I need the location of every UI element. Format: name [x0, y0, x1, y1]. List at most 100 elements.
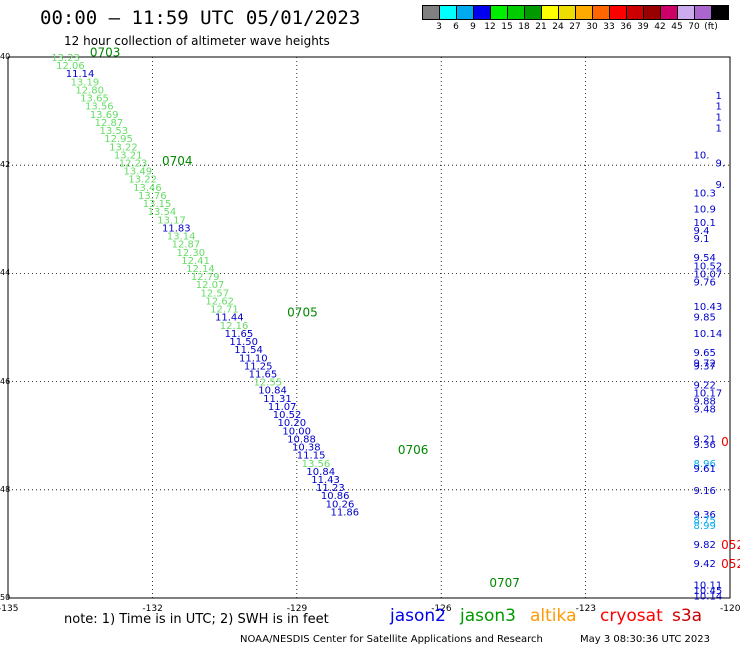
wave-height-value: 12.16	[220, 321, 249, 332]
wave-height-value: 13.23	[51, 53, 80, 64]
color-scale-label: 33	[603, 22, 615, 32]
wave-height-value: 9.21	[694, 434, 716, 445]
wave-height-value: 9.54	[694, 253, 716, 264]
wave-height-value: 9.65	[694, 348, 716, 359]
wave-height-value: 12.41	[181, 256, 210, 267]
legend-s3a: s3a	[672, 606, 703, 626]
wave-height-value: 9.16	[694, 486, 716, 497]
longitude-label: -123	[575, 604, 597, 614]
wave-height-value: 12.95	[104, 134, 133, 145]
color-scale-label: 15	[501, 22, 513, 32]
pass-time-label: 0705	[287, 305, 318, 319]
latitude-label: 50	[0, 593, 11, 602]
wave-height-value: 1	[716, 123, 722, 134]
wave-height-value: 11.23	[316, 483, 345, 494]
wave-height-value: 11.43	[311, 475, 340, 486]
color-scale-label: 12	[484, 22, 496, 32]
wave-height-value: 9.22	[694, 380, 716, 391]
wave-height-value: 9.61	[694, 464, 716, 475]
footer-credit: NOAA/NESDIS Center for Satellite Applica…	[240, 634, 543, 645]
pass-time-label: 052	[721, 557, 740, 571]
wave-height-value: 11.44	[215, 313, 244, 324]
color-scale-label: 30	[586, 22, 598, 32]
wave-height-value: 10.52	[273, 410, 302, 421]
wave-height-value: 9.76	[694, 278, 716, 289]
longitude-label: -120	[720, 604, 740, 614]
wave-height-value: 10.84	[306, 467, 335, 478]
wave-height-value: 12.79	[191, 272, 220, 283]
wave-height-value: 12.30	[176, 248, 205, 259]
color-scale-label: 6	[453, 22, 459, 32]
color-scale-label: 9	[470, 22, 476, 32]
color-scale-label: 42	[654, 22, 666, 32]
latitude-label: 40	[0, 52, 11, 61]
wave-height-value: 11.15	[297, 451, 326, 462]
wave-height-value: 12.57	[201, 288, 230, 299]
legend-jason3: jason3	[460, 606, 516, 626]
wave-height-value: 10.26	[326, 499, 355, 510]
wave-height-value: 11.86	[330, 507, 359, 518]
legend-cryosat: cryosat	[600, 606, 663, 626]
wave-height-value: 12.71	[210, 305, 239, 316]
longitude-label: -126	[431, 604, 452, 614]
wave-height-value: 11.65	[249, 369, 278, 380]
wave-height-value: 1	[716, 91, 722, 102]
page-subtitle: 12 hour collection of altimeter wave hei…	[64, 34, 330, 48]
wave-height-value: 13.69	[90, 110, 119, 121]
wave-height-value: 13.53	[99, 126, 128, 137]
legend-altika: altika	[530, 606, 577, 626]
wave-height-value: 9.4	[694, 226, 710, 237]
pass-time-label: 0	[721, 435, 729, 449]
units-note: note: 1) Time is in UTC; 2) SWH is in fe…	[64, 612, 329, 627]
wave-height-value: 13.76	[138, 191, 167, 202]
wave-height-value: 13.19	[71, 77, 100, 88]
wave-height-value: 10.3	[694, 188, 716, 199]
wave-height-value: 12.55	[253, 378, 282, 389]
wave-height-value: 13.22	[128, 175, 157, 186]
wave-height-value: 11.07	[268, 402, 297, 413]
wave-height-value: 8.96	[694, 459, 716, 470]
pass-time-label: 052	[721, 538, 740, 552]
longitude-label: -135	[0, 604, 19, 614]
wave-height-value: 13.46	[133, 183, 162, 194]
longitude-label: -129	[286, 604, 308, 614]
wave-height-value: 12.80	[75, 85, 104, 96]
wave-height-value: 10.1	[694, 218, 716, 229]
map-frame	[7, 56, 731, 599]
wave-height-value: 10.17	[694, 388, 723, 399]
wave-height-value: 9.88	[694, 397, 716, 408]
wave-height-value: 13.56	[302, 459, 331, 470]
color-scale-label: 21	[535, 22, 547, 32]
color-scale-label: 24	[552, 22, 564, 32]
wave-height-value: 9.	[716, 180, 726, 191]
wave-height-value: 9.1	[694, 234, 710, 245]
wave-height-value: 10.	[694, 150, 710, 161]
wave-height-value: 11.54	[234, 345, 263, 356]
wave-height-value: 11.10	[239, 353, 268, 364]
color-scale-label: 45	[671, 22, 683, 32]
latitude-label: 48	[0, 484, 11, 494]
pass-time-label: 0703	[90, 46, 121, 60]
wave-height-value: 1	[716, 102, 722, 113]
wave-height-value: 13.22	[109, 142, 138, 153]
wave-height-value: 9.42	[694, 559, 716, 570]
wave-height-value: 10.20	[278, 418, 307, 429]
wave-height-value: 13.15	[143, 199, 172, 210]
color-scale-label: 39	[637, 22, 649, 32]
wave-height-value: 9.82	[694, 540, 716, 551]
latitude-label: 46	[0, 376, 11, 386]
wave-height-value: 10.43	[694, 302, 723, 313]
wave-height-value: 9.48	[694, 405, 716, 416]
wave-height-value: 10.14	[694, 329, 723, 340]
wave-height-value: 13.54	[148, 207, 177, 218]
color-scale-label: 36	[620, 22, 632, 32]
wave-height-value: 12.87	[95, 118, 124, 129]
wave-height-value: 9.85	[694, 313, 716, 324]
wave-height-value: 10.86	[321, 491, 350, 502]
wave-height-value: 10.52	[694, 261, 723, 272]
color-scale-label: 27	[569, 22, 581, 32]
wave-height-value: 13.21	[114, 150, 143, 161]
wave-height-value: 10.14	[694, 591, 723, 602]
wave-height-value: 11.50	[229, 337, 258, 348]
